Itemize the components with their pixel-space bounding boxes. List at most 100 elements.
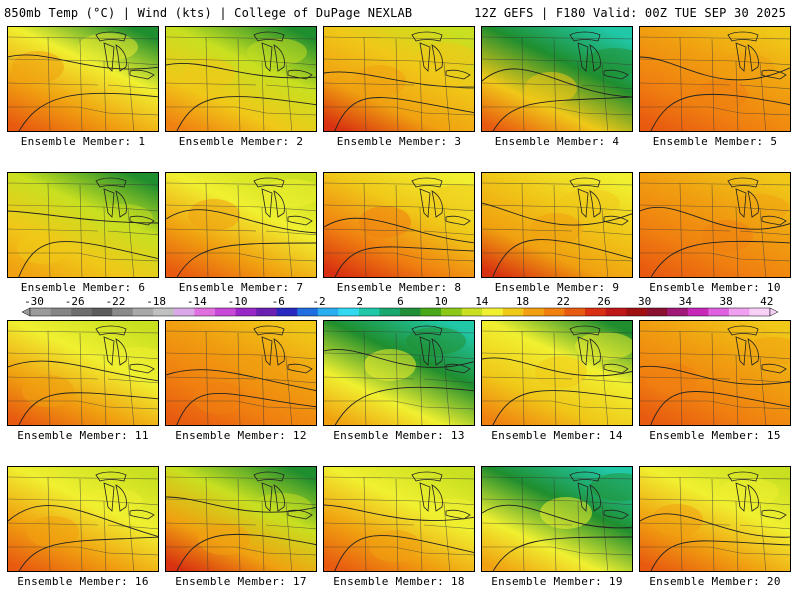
colorbar-swatch	[91, 308, 113, 316]
colorbar-swatch	[420, 308, 442, 316]
ensemble-member-10-map	[639, 172, 791, 278]
colorbar-swatch	[461, 308, 483, 316]
colorbar-tick-label: -26	[65, 295, 85, 308]
colorbar-swatch	[153, 308, 175, 316]
ensemble-member-label: Ensemble Member: 8	[336, 281, 462, 294]
colorbar-tick-label: 38	[719, 295, 732, 308]
ensemble-member-13-map	[323, 320, 475, 426]
colorbar-swatch	[338, 308, 360, 316]
colorbar-swatch	[112, 308, 134, 316]
colorbar-tick-label: -18	[146, 295, 166, 308]
ensemble-member-label: Ensemble Member: 19	[491, 575, 623, 588]
colorbar-swatch	[646, 308, 668, 316]
map-title: 850mb Temp (°C) | Wind (kts) | College o…	[4, 6, 413, 20]
colorbar-swatch	[215, 308, 236, 316]
colorbar-swatch	[30, 308, 51, 316]
ensemble-member-label: Ensemble Member: 5	[652, 135, 778, 148]
colorbar-swatch	[400, 308, 421, 316]
ensemble-member-label: Ensemble Member: 11	[17, 429, 149, 442]
colorbar-tick-label: -14	[187, 295, 207, 308]
colorbar-swatch	[194, 308, 216, 316]
temperature-colorbar: -30 -26 -22 -18 -14 -10 -6 -2 2 6 10 14 18 22 26 30 34 38…	[21, 295, 779, 317]
colorbar-swatch	[379, 308, 401, 316]
colorbar-swatch	[71, 308, 92, 316]
ensemble-member-label: Ensemble Member: 12	[175, 429, 307, 442]
ensemble-member-3-map	[323, 26, 475, 132]
colorbar-tick-label: -22	[105, 295, 125, 308]
colorbar-swatch	[687, 308, 709, 316]
colorbar-swatch	[358, 308, 380, 316]
ensemble-member-1-map	[7, 26, 159, 132]
colorbar-swatch	[482, 308, 504, 316]
colorbar-swatch	[256, 308, 277, 316]
colorbar-swatch	[708, 308, 730, 316]
colorbar-tick-label: 30	[638, 295, 651, 308]
ensemble-member-label: Ensemble Member: 14	[491, 429, 623, 442]
ensemble-member-11-map	[7, 320, 159, 426]
ensemble-member-12-map	[165, 320, 317, 426]
colorbar-swatch	[585, 308, 606, 316]
colorbar-tick-label: 22	[557, 295, 570, 308]
colorbar-swatch	[543, 308, 565, 316]
ensemble-member-18-map	[323, 466, 475, 572]
colorbar-tick-label: 10	[434, 295, 447, 308]
colorbar-swatch	[50, 308, 72, 316]
ensemble-member-17-map	[165, 466, 317, 572]
ensemble-member-6-map	[7, 172, 159, 278]
colorbar-swatch	[749, 308, 771, 316]
colorbar-tick-label: -30	[24, 295, 44, 308]
colorbar-left-arrow	[21, 307, 31, 317]
colorbar-swatch	[728, 308, 750, 316]
colorbar-swatch	[667, 308, 689, 316]
ensemble-member-label: Ensemble Member: 1	[20, 135, 146, 148]
ensemble-member-label: Ensemble Member: 4	[494, 135, 620, 148]
ensemble-member-2-map	[165, 26, 317, 132]
ensemble-member-8-map	[323, 172, 475, 278]
ensemble-member-label: Ensemble Member: 13	[333, 429, 465, 442]
run-valid-time: 12Z GEFS | F180 Valid: 00Z TUE SEP 30 20…	[474, 6, 786, 20]
colorbar-swatch	[132, 308, 154, 316]
colorbar-swatch	[297, 308, 319, 316]
ensemble-member-7-map	[165, 172, 317, 278]
colorbar-tick-label: 18	[516, 295, 529, 308]
colorbar-tick-label: -2	[312, 295, 325, 308]
colorbar-right-arrow	[769, 307, 779, 317]
colorbar-swatch	[626, 308, 647, 316]
colorbar-tick-label: 14	[475, 295, 489, 308]
colorbar-swatch	[564, 308, 586, 316]
ensemble-member-19-map	[481, 466, 633, 572]
colorbar-tick-label: 2	[356, 295, 363, 308]
colorbar-tick-label: -10	[228, 295, 248, 308]
colorbar-tick-label: 42	[760, 295, 773, 308]
ensemble-member-label: Ensemble Member: 18	[333, 575, 465, 588]
ensemble-member-label: Ensemble Member: 9	[494, 281, 620, 294]
colorbar-swatch	[173, 308, 195, 316]
colorbar-swatch	[276, 308, 298, 316]
ensemble-member-14-map	[481, 320, 633, 426]
ensemble-member-label: Ensemble Member: 10	[649, 281, 781, 294]
colorbar-tick-label: 34	[679, 295, 693, 308]
ensemble-member-5-map	[639, 26, 791, 132]
ensemble-member-label: Ensemble Member: 2	[178, 135, 304, 148]
ensemble-member-label: Ensemble Member: 20	[649, 575, 781, 588]
colorbar-swatch	[605, 308, 627, 316]
colorbar-swatch	[317, 308, 339, 316]
colorbar-swatch	[523, 308, 545, 316]
ensemble-member-label: Ensemble Member: 6	[20, 281, 146, 294]
colorbar-swatch	[235, 308, 257, 316]
ensemble-member-label: Ensemble Member: 16	[17, 575, 149, 588]
ensemble-member-15-map	[639, 320, 791, 426]
ensemble-member-4-map	[481, 26, 633, 132]
ensemble-member-label: Ensemble Member: 7	[178, 281, 304, 294]
ensemble-member-16-map	[7, 466, 159, 572]
ensemble-member-label: Ensemble Member: 17	[175, 575, 307, 588]
ensemble-member-20-map	[639, 466, 791, 572]
colorbar-tick-label: -6	[272, 295, 285, 308]
colorbar-tick-label: 26	[597, 295, 610, 308]
colorbar-swatch	[502, 308, 524, 316]
colorbar-swatch	[441, 308, 462, 316]
ensemble-member-label: Ensemble Member: 3	[336, 135, 462, 148]
ensemble-member-label: Ensemble Member: 15	[649, 429, 781, 442]
ensemble-member-9-map	[481, 172, 633, 278]
colorbar-tick-label: 6	[397, 295, 404, 308]
